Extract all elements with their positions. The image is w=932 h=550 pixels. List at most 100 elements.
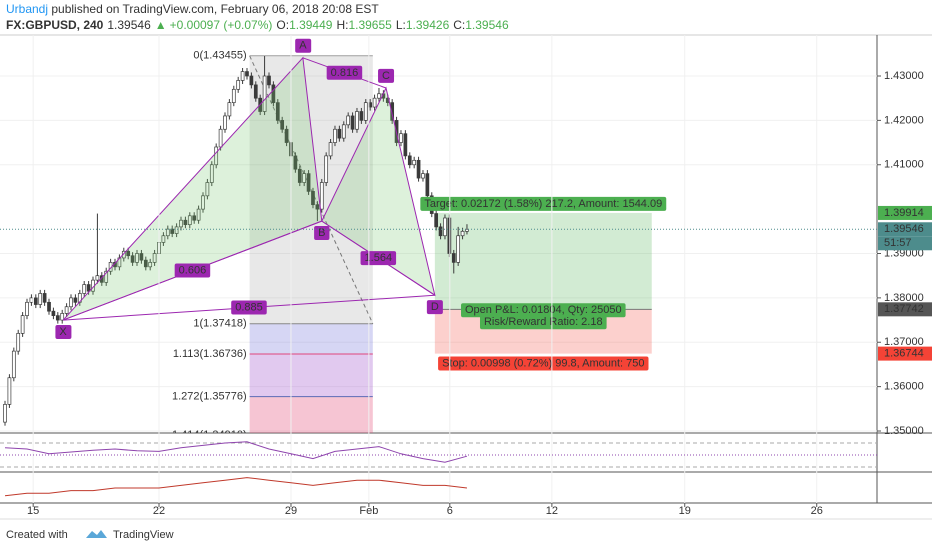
y-tick-label: 1.43000 — [884, 70, 924, 82]
countdown: 51:57 — [884, 237, 912, 249]
candle-body — [29, 297, 34, 303]
candle-body — [214, 146, 219, 166]
rr-label: Risk/Reward Ratio: 2.18 — [484, 316, 603, 328]
candle-body — [372, 97, 377, 108]
candle-body — [240, 71, 245, 81]
stop-price: 1.36744 — [884, 348, 924, 360]
candle-body — [284, 128, 289, 143]
fib-band — [249, 396, 373, 433]
y-tick-label: 1.37000 — [884, 336, 924, 348]
ohlc-key: L: — [396, 18, 406, 32]
fib-label: 1.272(1.35776) — [172, 390, 247, 402]
candle-body — [416, 159, 421, 179]
footer-created: Created with — [6, 529, 68, 541]
indicator-line — [4, 441, 468, 463]
candle-body — [333, 128, 337, 143]
target-label-box — [420, 196, 667, 211]
candle-body — [223, 115, 227, 130]
pattern-ratio-box — [231, 300, 267, 315]
x-tick-label: 6 — [447, 505, 453, 517]
candle-body — [311, 191, 315, 206]
candle-body — [231, 88, 236, 103]
candle-body — [271, 84, 276, 103]
countdown-box — [878, 236, 932, 251]
ohlc-value: 1.39655 — [348, 18, 392, 32]
pattern-point: A — [299, 40, 307, 52]
x-tick-label: 12 — [546, 505, 558, 517]
indicator-line — [4, 477, 468, 497]
candle-body — [355, 111, 359, 130]
candle-body — [148, 262, 153, 268]
candle-body — [69, 297, 73, 308]
candle-body — [179, 219, 183, 228]
pattern-ratio: 0.606 — [179, 264, 207, 276]
footer-brand[interactable]: TradingView — [113, 529, 174, 541]
ohlc-value: 1.39546 — [465, 18, 509, 32]
pattern-point: X — [59, 326, 67, 338]
last-price-box — [878, 222, 932, 237]
y-tick-label: 1.39000 — [884, 247, 924, 259]
candle-body — [174, 226, 179, 234]
fib-label: 1(1.37418) — [193, 318, 246, 330]
candle-body — [161, 235, 166, 243]
fib-trend — [249, 55, 374, 324]
y-tick-label: 1.38000 — [884, 292, 924, 304]
candle-body — [267, 75, 271, 86]
candle-body — [55, 315, 60, 321]
candle-body — [363, 102, 368, 121]
target-price: 1.39914 — [884, 207, 924, 219]
candle-body — [275, 102, 280, 121]
candle-body — [253, 84, 258, 99]
fib-label: 0(1.43455) — [193, 50, 246, 62]
candle-body — [139, 253, 144, 261]
ohlc-key: C: — [453, 18, 465, 32]
pattern-point-box — [314, 226, 330, 241]
pattern-point-box — [295, 38, 312, 53]
entry-price: 1.37742 — [884, 303, 924, 315]
pattern-point-box — [55, 324, 72, 339]
candle-body — [403, 133, 408, 157]
pattern-point: B — [318, 227, 325, 239]
y-tick-label: 1.35000 — [884, 425, 924, 437]
pattern-ratio: 1.564 — [365, 252, 393, 264]
candle-body — [60, 313, 65, 321]
candle-body — [350, 115, 355, 130]
pattern-ratio-box — [174, 263, 211, 278]
fib-band — [249, 323, 373, 354]
stop-label-box — [438, 356, 649, 371]
published: published on TradingView.com, February 0… — [48, 2, 379, 16]
fib-band — [249, 353, 373, 397]
candle-body — [196, 208, 201, 221]
candle-body — [209, 164, 214, 183]
candle-body — [337, 128, 342, 139]
candle-body — [218, 128, 223, 148]
candle-body — [306, 173, 311, 192]
y-tick-label: 1.41000 — [884, 159, 924, 171]
candle-body — [324, 155, 329, 183]
x-tick-label: Feb — [359, 505, 378, 517]
last-price: 1.39546 — [884, 223, 924, 235]
candle-body — [293, 155, 298, 170]
ohlc-key: H: — [336, 18, 348, 32]
pattern-point-box — [426, 300, 443, 315]
candle-body — [86, 284, 91, 292]
pattern-point-box — [378, 68, 395, 83]
candle-body — [126, 250, 131, 257]
candle-body — [16, 333, 21, 352]
candle-body — [38, 293, 43, 305]
stop-price-box — [878, 346, 932, 361]
author[interactable]: Urbandj — [6, 2, 48, 16]
candle-body — [201, 195, 205, 210]
tradingview-logo — [86, 530, 107, 538]
change: +0.00097 (+0.07%) — [170, 18, 273, 32]
fib-label: 1.113(1.36736) — [173, 348, 247, 360]
ohlc-value: 1.39449 — [289, 18, 333, 32]
candle-body — [456, 235, 461, 263]
y-tick-label: 1.42000 — [884, 114, 924, 126]
candle-body — [262, 75, 267, 112]
y-tick-label: 1.36000 — [884, 381, 924, 393]
candle-body — [183, 219, 188, 226]
candle-body — [465, 228, 469, 232]
candle-body — [130, 255, 135, 263]
